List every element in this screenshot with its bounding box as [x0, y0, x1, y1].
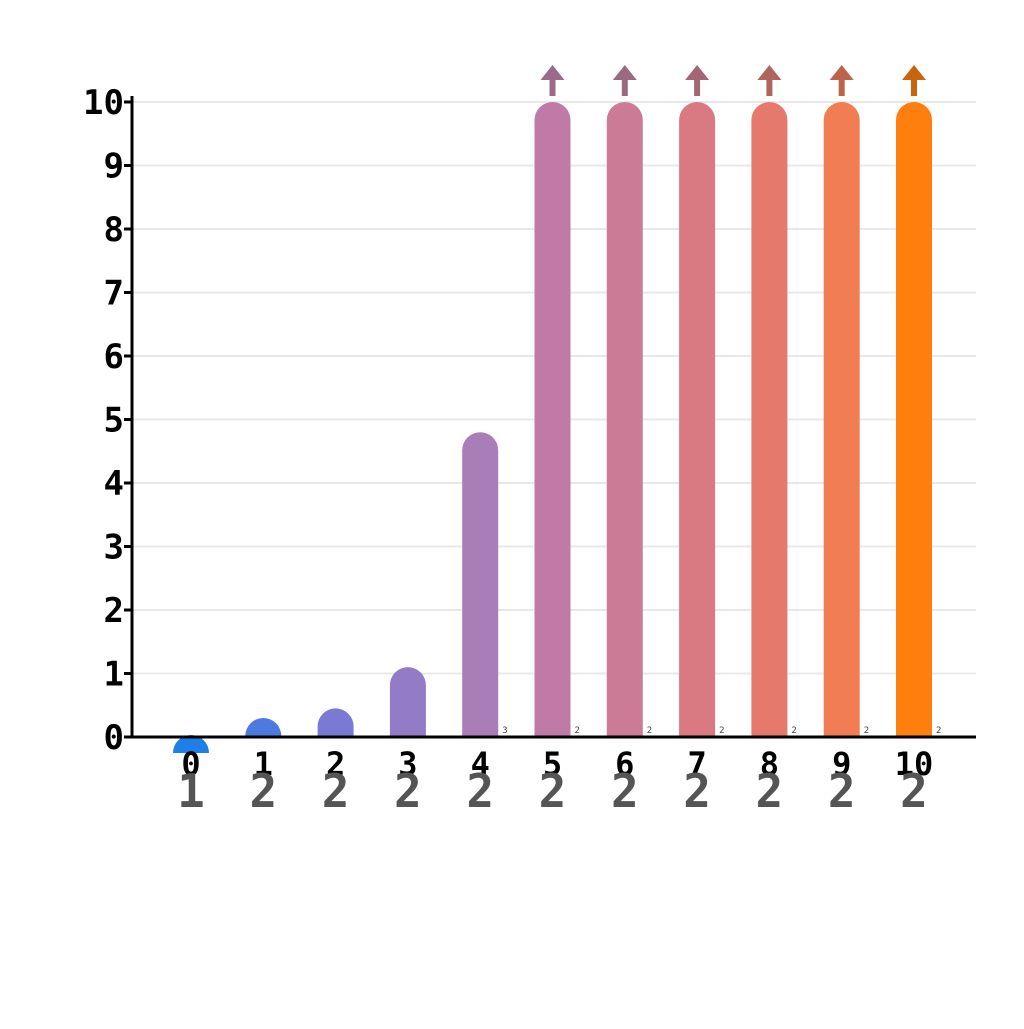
- minor-label: 2: [936, 726, 941, 736]
- overflow-arrow-head: [540, 65, 565, 80]
- minor-label: 2: [647, 726, 652, 736]
- x-tick-label: 8: [760, 745, 779, 783]
- y-tick-label: 6: [104, 337, 124, 377]
- bar: [173, 735, 209, 753]
- x-tick-label: 6: [615, 745, 634, 783]
- bar: [462, 432, 499, 737]
- overflow-arrow-head: [902, 65, 926, 80]
- bar: [389, 667, 426, 737]
- secondary-tick-label: 2: [466, 764, 494, 818]
- y-tick-label: 0: [104, 718, 124, 758]
- minor-label: 2: [719, 726, 724, 736]
- secondary-tick-label: 2: [539, 764, 567, 818]
- minor-label: 2: [575, 726, 580, 736]
- x-tick-label: 1: [254, 745, 273, 783]
- y-tick-label: 7: [104, 274, 124, 314]
- secondary-tick-label: 1: [177, 764, 205, 818]
- x-tick-label: 0: [181, 745, 200, 783]
- x-tick-label: 2: [326, 745, 345, 783]
- secondary-tick-label: 2: [611, 764, 639, 818]
- secondary-tick-label: 2: [394, 764, 422, 818]
- secondary-tick-label: 2: [683, 764, 711, 818]
- y-tick-label: 1: [104, 655, 124, 695]
- y-tick-label: 10: [83, 83, 124, 123]
- bar: [534, 102, 571, 737]
- bar: [823, 102, 860, 737]
- x-tick-label: 9: [832, 745, 851, 783]
- bar: [679, 102, 716, 737]
- secondary-tick-label: 2: [249, 764, 277, 818]
- bar: [245, 717, 282, 737]
- bar: [896, 102, 932, 737]
- secondary-tick-label: 2: [900, 764, 928, 818]
- y-tick-label: 3: [104, 528, 124, 568]
- secondary-tick-label: 2: [322, 764, 350, 818]
- y-tick-label: 5: [104, 401, 124, 441]
- overflow-arrows: [540, 65, 926, 96]
- x-tick-label: 10: [895, 745, 934, 783]
- x-tick-label: 3: [398, 745, 417, 783]
- y-tick-label: 4: [104, 464, 124, 504]
- x-tick-label: 4: [471, 745, 490, 783]
- x-tick-label: 5: [543, 745, 562, 783]
- bar: [317, 708, 354, 737]
- secondary-tick-label: 2: [828, 764, 856, 818]
- bars: [173, 102, 932, 753]
- y-tick-label: 8: [104, 210, 124, 250]
- y-tick-label: 9: [104, 147, 124, 187]
- x-tick-label: 7: [687, 745, 706, 783]
- overflow-arrow-head: [612, 65, 637, 80]
- secondary-tick-label: 2: [756, 764, 784, 818]
- overflow-arrow-head: [685, 65, 710, 80]
- y-tick-label: 2: [104, 591, 124, 631]
- overflow-arrow-head: [829, 65, 854, 80]
- minor-label: 3: [502, 726, 507, 736]
- minor-label: 2: [791, 726, 796, 736]
- bar: [751, 102, 788, 737]
- overflow-arrow-head: [757, 65, 782, 80]
- bar: [606, 102, 643, 737]
- minor-label: 2: [864, 726, 869, 736]
- axes: [124, 96, 976, 739]
